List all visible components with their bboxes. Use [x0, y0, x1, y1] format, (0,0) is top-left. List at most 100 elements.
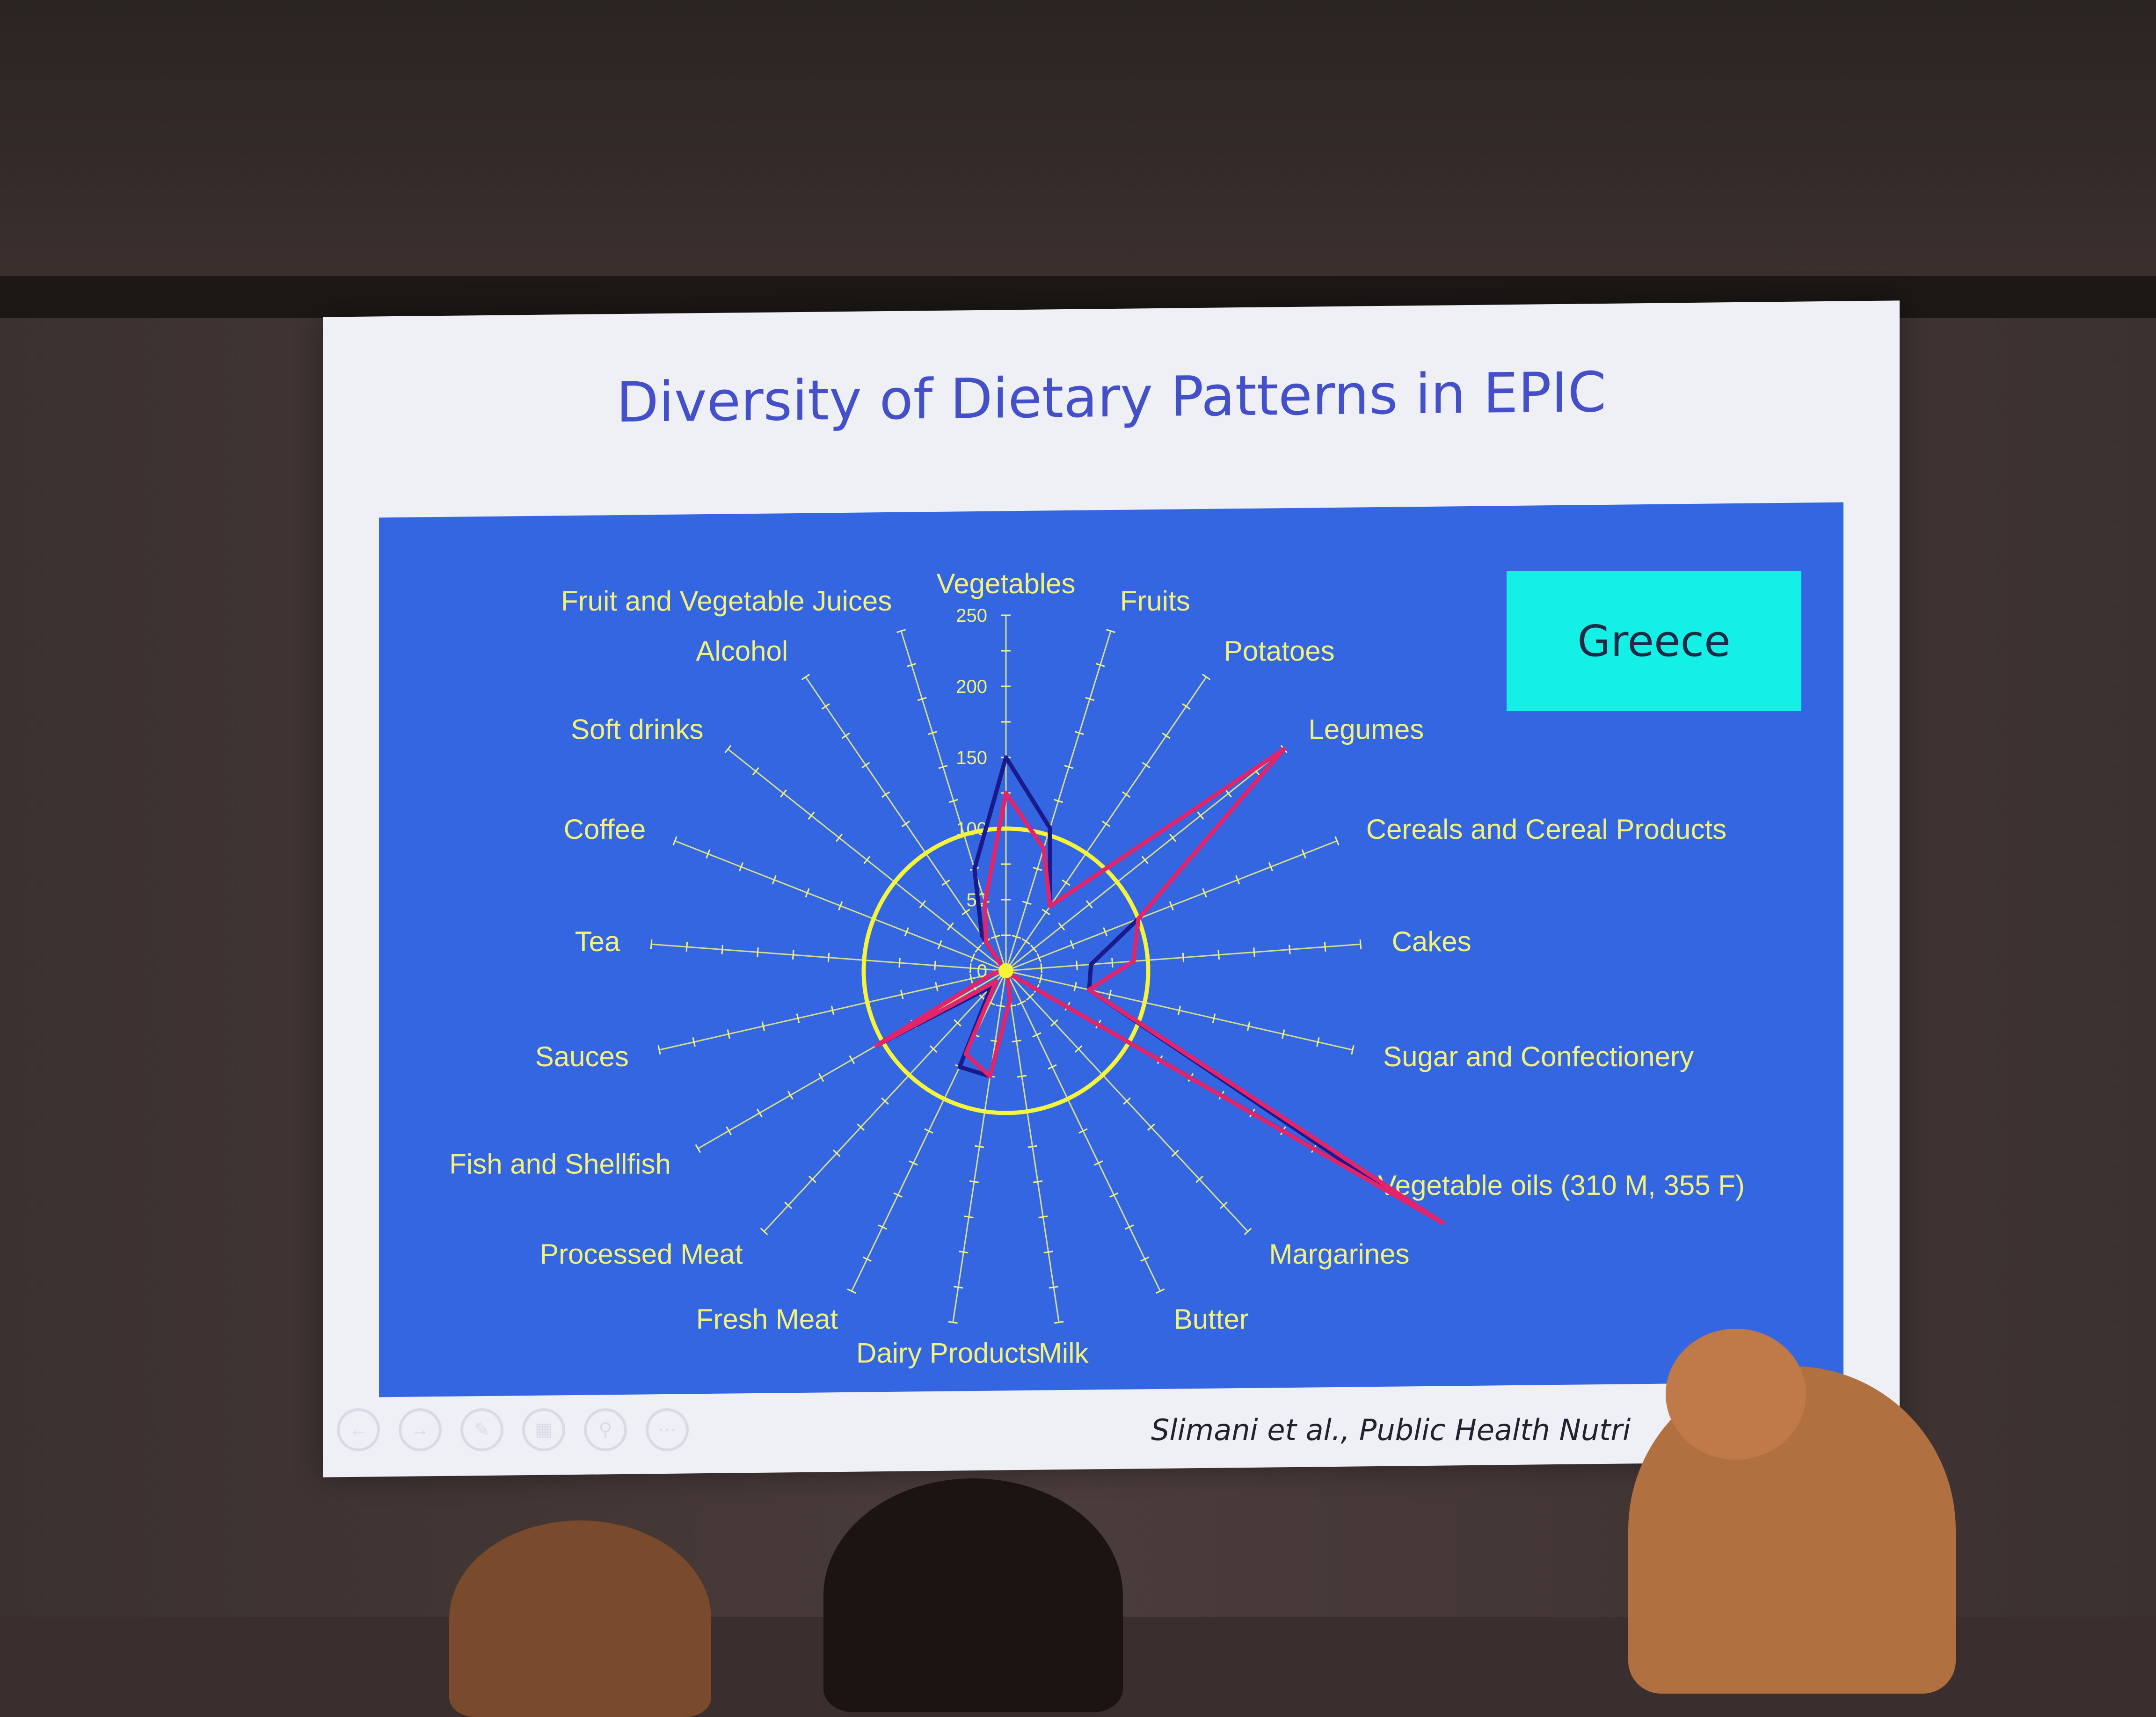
presentation-toolbar: ← → ✎ ▦ ⚲ ⋯ — [337, 1408, 689, 1451]
radar-tick-mark — [1103, 927, 1108, 937]
radar-tick-mark — [919, 900, 926, 909]
radar-tick-mark — [1244, 1228, 1252, 1236]
axis-label: Potatoes — [1224, 635, 1335, 667]
radar-tick-mark — [1202, 888, 1207, 898]
radar-tick-mark — [1022, 901, 1032, 905]
zoom-icon[interactable]: ⚲ — [584, 1408, 627, 1451]
axis-label: Sugar and Confectionery — [1383, 1041, 1694, 1072]
radar-tick-mark — [969, 1180, 979, 1183]
radar-tick-mark — [1085, 697, 1095, 701]
reference-circle — [861, 826, 1151, 1115]
radar-tick-mark — [1147, 1123, 1155, 1131]
radar-tick-mark — [1070, 940, 1075, 950]
radar-tick-mark — [838, 901, 843, 911]
tick-label: 250 — [956, 605, 987, 626]
radar-tick-mark — [1043, 1251, 1053, 1254]
radar-tick-mark — [863, 856, 871, 864]
radar-tick-mark — [1219, 1201, 1228, 1209]
radar-tick-mark — [1125, 1224, 1134, 1230]
radar-tick-mark — [818, 1073, 824, 1082]
radar-tick-mark — [657, 1045, 661, 1055]
radar-tick-mark — [881, 791, 890, 798]
radar-tick-mark — [1036, 953, 1042, 963]
radar-tick-mark — [959, 1251, 969, 1254]
radar-tick-mark — [760, 1228, 768, 1236]
series-line — [874, 747, 1390, 1193]
radar-tick-mark — [821, 703, 830, 710]
radar-tick-mark — [1197, 811, 1204, 820]
radar-tick-mark — [1268, 862, 1274, 872]
axis-label: Cereals and Cereal Products — [1366, 814, 1726, 845]
radar-tick-mark — [948, 799, 958, 803]
radar-tick-mark — [941, 879, 950, 886]
radar-tick-mark — [685, 942, 688, 952]
radar-tick-mark — [808, 1175, 816, 1183]
radar-tick-mark — [1282, 1029, 1285, 1039]
radar-tick-mark — [1142, 762, 1151, 769]
pen-icon[interactable]: ✎ — [460, 1408, 503, 1451]
axis-label: Fruits — [1120, 585, 1190, 617]
radar-tick-mark — [1039, 974, 1042, 983]
country-label: Greece — [1577, 616, 1731, 666]
radar-tick-mark — [991, 934, 1000, 939]
radar-tick-mark — [726, 1126, 732, 1135]
axis-label: Milk — [1039, 1338, 1089, 1369]
radar-tick-mark — [836, 833, 843, 842]
radar-tick-mark — [801, 674, 810, 680]
more-icon[interactable]: ⋯ — [646, 1408, 689, 1451]
radar-tick-mark — [1111, 958, 1114, 968]
radar-tick-mark — [706, 849, 711, 858]
slides-icon[interactable]: ▦ — [522, 1408, 565, 1451]
citation: Slimani et al., Public Health Nutri — [1151, 1413, 1631, 1447]
radar-tick-mark — [761, 1021, 765, 1031]
radar-tick-mark — [861, 762, 870, 769]
axis-label: Margarines — [1269, 1238, 1409, 1270]
radar-tick-mark — [1289, 945, 1291, 954]
radar-tick-mark — [1177, 1005, 1181, 1015]
radar-tick-mark — [929, 1045, 938, 1053]
radar-tick-mark — [881, 1097, 889, 1105]
axis-label: Coffee — [564, 814, 646, 845]
forward-icon[interactable]: → — [399, 1408, 442, 1451]
radar-tick-mark — [1140, 1256, 1150, 1262]
radar-tick-mark — [1074, 1045, 1083, 1053]
radar-tick-mark — [1049, 1286, 1059, 1289]
radar-tick-mark — [1062, 879, 1071, 886]
radar-tick-mark — [752, 767, 759, 776]
radar-tick-mark — [847, 1288, 856, 1294]
radar-tick-mark — [830, 1005, 835, 1015]
radar-tick-mark — [953, 1286, 963, 1289]
radar-tick-mark — [1334, 836, 1340, 846]
radar-tick-mark — [772, 875, 777, 885]
radar-tick-mark — [975, 1145, 984, 1148]
radar-tick-mark — [780, 789, 787, 798]
radar-tick-mark — [1030, 944, 1037, 953]
radar-tick-mark — [893, 1192, 903, 1198]
radar-tick-mark — [1074, 731, 1084, 735]
radar-tick-mark — [947, 922, 954, 931]
radar-center — [998, 963, 1013, 978]
radar-tick-mark — [935, 982, 939, 991]
radar-tick-mark — [1106, 629, 1116, 633]
radar-tick-mark — [857, 1123, 865, 1131]
radar-tick-mark — [1021, 938, 1030, 945]
radar-tick-mark — [1123, 1097, 1131, 1105]
radar-tick-mark — [1042, 909, 1050, 916]
radar-tick-mark — [1017, 1075, 1027, 1078]
axis-label: Fresh Meat — [696, 1303, 838, 1335]
radar-tick-mark — [1122, 791, 1130, 798]
radar-tick-mark — [1078, 1128, 1088, 1134]
radar-tick-mark — [1141, 856, 1149, 864]
radar-tick-mark — [909, 1160, 918, 1166]
back-icon[interactable]: ← — [337, 1408, 380, 1451]
radar-tick-mark — [1054, 1321, 1064, 1324]
radar-tick-mark — [1012, 934, 1021, 939]
radar-tick-mark — [996, 1004, 1005, 1008]
axis-label: Fish and Shellfish — [449, 1148, 671, 1179]
radar-chart: Vegetables Fruits Potatoes Legumes Cereals a… — [449, 568, 1745, 1369]
radar-tick-mark — [938, 764, 948, 769]
radar-tick-mark — [1073, 982, 1077, 991]
radar-tick-mark — [1085, 900, 1093, 909]
radar-tick-mark — [904, 927, 909, 937]
radar-tick-mark — [724, 745, 732, 753]
